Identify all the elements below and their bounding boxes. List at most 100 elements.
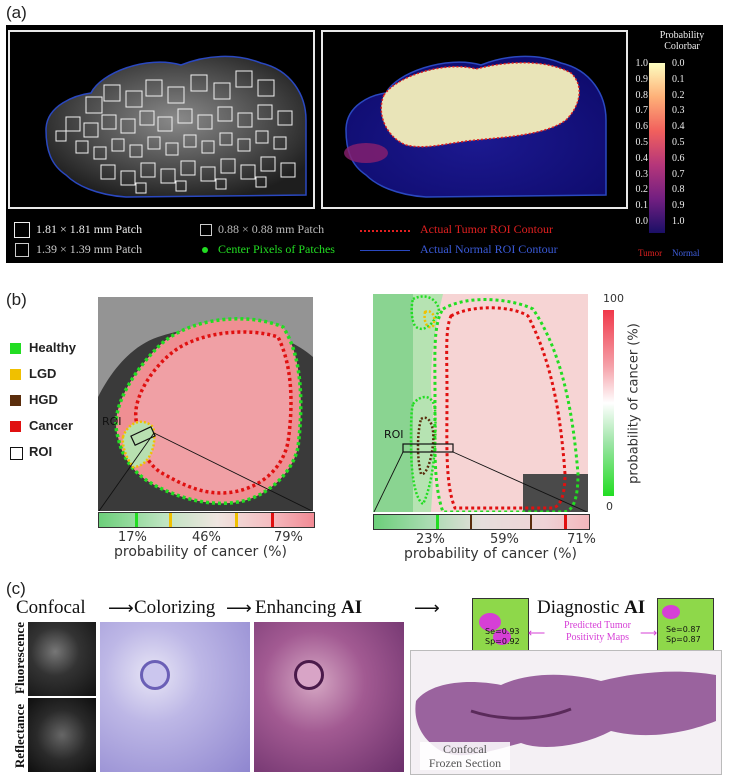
colorbar-right-tick: 0.2 [672,89,685,101]
panel-b-colorbar-top: 100 [603,292,624,305]
colorbar-title: Probability Colorbar [646,30,718,52]
legend-label-hgd: HGD [29,392,58,407]
left-pink-arrow-icon: ⟵ [528,626,546,640]
colorbar-fill [649,63,665,233]
right-positivity-map: Se=0.87 Sp=0.87 [657,598,714,654]
left-roi-label: ROI [102,415,122,428]
left-strip-cancer-mark [271,513,274,527]
colorbar-left-tick: 0.2 [635,184,649,196]
enhancing-ai: AI [341,597,363,618]
left-tick-1: 17% [118,530,147,545]
panel-c-label: (c) [6,579,26,598]
right-tick-3: 71% [567,532,596,547]
colorizing-heading: Colorizing [134,597,216,618]
center-pixel-dot [202,247,208,253]
legend-swatch-cancer [10,421,21,432]
arrow-3-icon: ⟶ [414,598,440,618]
fluorescence-tile [28,622,96,696]
patch-088-swatch [200,224,212,236]
colorized-tile [100,622,250,772]
left-specimen-image [98,297,313,512]
tumor-contour-swatch [360,230,410,232]
normal-contour-swatch [360,250,410,251]
roi-box-left [130,426,156,446]
predicted-line: Predicted Tumor [564,620,631,631]
tumor-contour-label: Actual Tumor ROI Contour [420,222,554,236]
right-specimen-image [373,294,588,514]
left-strip-lgd-mark-1 [169,513,172,527]
diagnostic-text: Diagnostic [537,597,625,618]
right-sp: Sp=0.87 [666,635,701,644]
roi-box-right [402,443,454,453]
left-prob-strip [98,512,315,528]
positivity-line: Positivity Maps [565,632,630,643]
arrow-2-icon: ⟶ [226,598,252,618]
reflectance-tile [28,698,96,772]
colorbar-tumor: Tumor [638,248,663,258]
right-strip-hgd-mark-2 [530,515,532,529]
left-strip-healthy-mark [135,513,138,527]
right-strip-hgd-mark-1 [470,515,472,529]
right-axis-label: probability of cancer (%) [404,546,577,562]
tissue-slice-grey [45,55,307,198]
left-tick-2: 46% [192,530,221,545]
enhancing-text: Enhancing [255,597,342,618]
colorbar-right-tick: 0.6 [672,152,685,164]
panel-a-figure [6,25,723,263]
arrow-1-icon: ⟶ [108,598,134,618]
legend-label-roi: ROI [29,444,53,459]
patch-squares [55,70,296,194]
colorbar-right-tick: 0.9 [672,200,685,212]
patch-139-swatch [15,243,29,257]
patch-088-label: 0.88 × 0.88 mm Patch [218,222,325,236]
colorbar-left-tick: 0.0 [635,216,649,227]
patch-181-swatch [14,222,30,238]
right-hgd-contour [416,416,435,476]
colorbar-right-tick: 1.0 [672,216,685,227]
right-cancer-contour [445,306,567,510]
colorbar-right-tick: 0.3 [672,105,685,117]
right-prob-strip [373,514,590,530]
left-strip-lgd-mark-2 [235,513,238,527]
panel-b-colorbar-label: probability of cancer (%) [626,323,642,484]
confocal-heading: Confocal [16,597,86,618]
right-tick-1: 23% [416,532,445,547]
right-roi-label: ROI [384,428,404,441]
colorbar-left-tick: 0.4 [635,152,649,164]
right-strip-cancer-mark [564,515,567,529]
cancer-contour [134,330,293,495]
tumor-region [380,62,580,148]
right-pink-arrow-icon: ⟶ [640,626,658,640]
colorbar-right-tick: 0.4 [672,121,685,133]
legend-label-healthy: Healthy [29,340,76,355]
heat-hotspot [344,143,388,163]
lgd-contour [121,420,156,469]
colorbar-left-tick: 0.3 [635,168,649,180]
right-image-frame [321,30,628,209]
diagnostic-heading: Diagnostic AI [537,597,645,619]
right-strip-healthy-mark [436,515,439,529]
enhancing-heading: Enhancing AI [255,597,362,619]
legend-swatch-roi [10,447,23,460]
colorbar-right-tick: 0.7 [672,168,685,180]
colorbar-right-tick: 0.5 [672,137,685,148]
panel-a-graphics [8,30,665,233]
frozen-section-label: Confocal Frozen Section [420,742,510,770]
right-healthy-contour [433,298,580,514]
panel-b-label: (b) [6,290,27,309]
legend-label-lgd: LGD [29,366,57,381]
right-specimen-svg [373,294,588,514]
left-specimen-svg [98,297,313,512]
left-se: Se=0.93 [485,627,520,636]
colorbar-left-tick: 1.0 [635,58,649,69]
panel-b-colorbar-bottom: 0 [606,500,613,513]
colorbar-left-tick: 0.6 [635,121,649,133]
panel-b-colorbar [603,310,614,496]
patch-181-label: 1.81 × 1.81 mm Patch [36,222,143,236]
legend-swatch-healthy [10,343,21,354]
panel-a-label: (a) [6,3,27,22]
center-pixels-label: Center Pixels of Patches [218,242,335,256]
legend-label-cancer: Cancer [29,418,74,433]
reflectance-label: Reflectance [12,703,27,769]
colorbar-right-tick: 0.8 [672,184,685,196]
